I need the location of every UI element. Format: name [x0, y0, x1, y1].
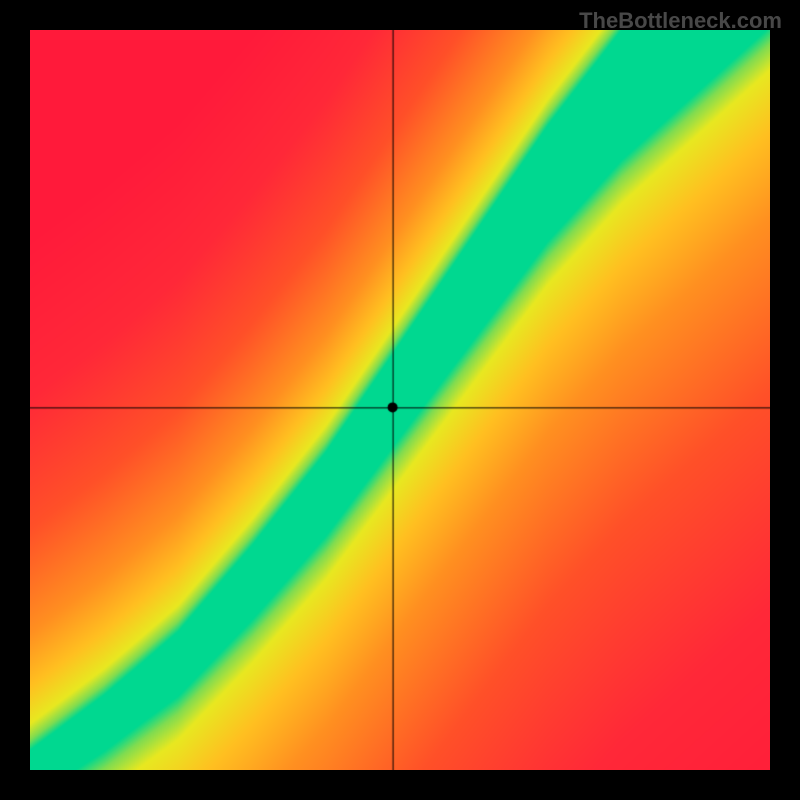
heatmap-plot: [30, 30, 770, 770]
chart-container: TheBottleneck.com: [0, 0, 800, 800]
heatmap-canvas: [30, 30, 770, 770]
watermark-text: TheBottleneck.com: [579, 8, 782, 34]
